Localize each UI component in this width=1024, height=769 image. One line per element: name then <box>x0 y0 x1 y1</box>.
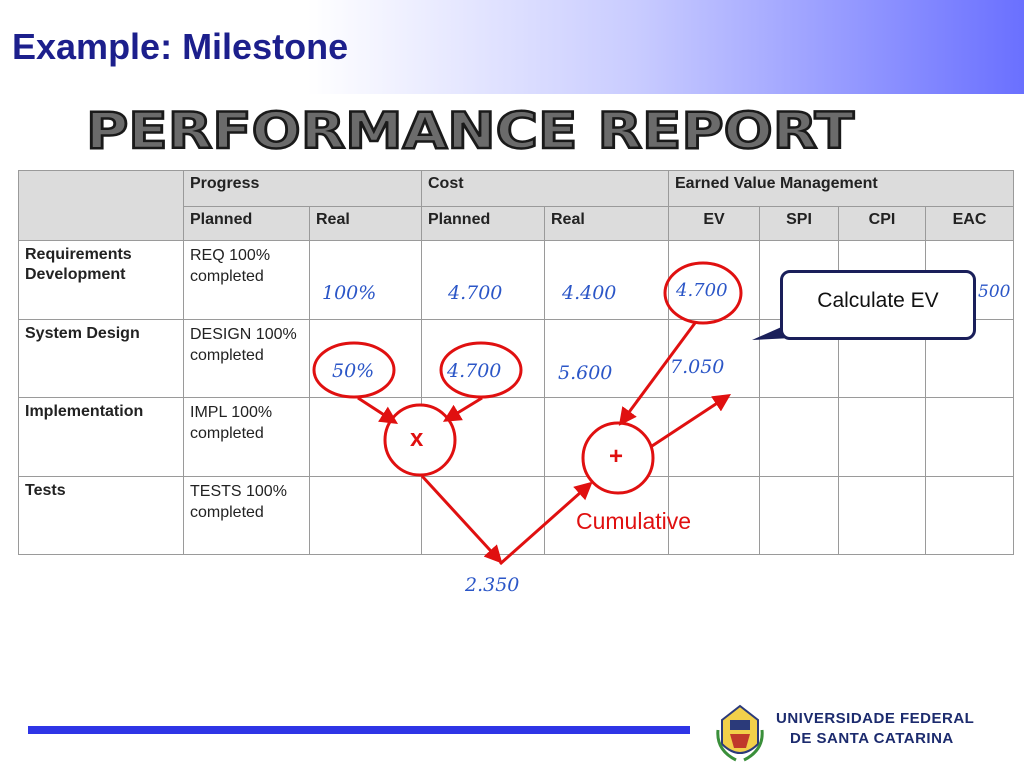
subheader-cost-planned: Planned <box>421 206 545 241</box>
subheader-progress-real: Real <box>309 206 422 241</box>
handwritten-design-cost-planned: 4.700 <box>447 360 502 382</box>
handwritten-req-eac: 500 <box>978 282 1011 302</box>
handwritten-design-ev: 7.050 <box>670 356 725 378</box>
handwritten-req-cost-real: 4.400 <box>562 282 617 304</box>
subheader-spi: SPI <box>759 206 839 241</box>
header-progress: Progress <box>183 170 422 207</box>
university-crest-icon <box>716 704 764 762</box>
multiply-operator: x <box>410 425 424 452</box>
performance-report-banner: PERFORMANCE REPORT <box>82 101 858 162</box>
row-planned: TESTS 100% completed <box>183 476 310 555</box>
callout-box: Calculate EV <box>780 270 976 340</box>
logo-line1: UNIVERSIDADE FEDERAL <box>776 710 975 727</box>
add-operator: + <box>609 443 624 470</box>
row-planned: IMPL 100% completed <box>183 397 310 477</box>
table-row: Implementation IMPL 100% completed <box>18 397 1014 477</box>
table-row: Tests TESTS 100% completed <box>18 476 1014 555</box>
header-cost: Cost <box>421 170 669 207</box>
cumulative-label: Cumulative <box>576 508 692 534</box>
handwritten-req-cost-planned: 4.700 <box>448 282 503 304</box>
subheader-ev: EV <box>668 206 760 241</box>
row-planned: REQ 100% completed <box>183 240 310 320</box>
handwritten-design-real: 50% <box>332 360 375 382</box>
subheader-cost-real: Real <box>544 206 669 241</box>
subheader-progress-planned: Planned <box>183 206 310 241</box>
banner-text: PERFORMANCE REPORT <box>86 104 854 156</box>
handwritten-design-cost-real: 5.600 <box>558 362 613 384</box>
row-label: Tests <box>18 476 184 555</box>
handwritten-req-real: 100% <box>322 282 377 304</box>
subheader-eac: EAC <box>925 206 1014 241</box>
callout-text: Calculate EV <box>817 289 939 312</box>
corner-header <box>18 170 184 241</box>
handwritten-result: 2.350 <box>465 574 520 596</box>
subheader-cpi: CPI <box>838 206 926 241</box>
row-label: Implementation <box>18 397 184 477</box>
university-logo: UNIVERSIDADE FEDERAL DE SANTA CATARINA <box>716 700 1016 764</box>
logo-line2: DE SANTA CATARINA <box>790 730 954 747</box>
handwritten-req-ev: 4.700 <box>676 280 728 301</box>
row-planned: DESIGN 100% completed <box>183 319 310 398</box>
row-label: System Design <box>18 319 184 398</box>
row-label: Requirements Development <box>18 240 184 320</box>
performance-table: Progress Cost Earned Value Management Pl… <box>18 170 1014 555</box>
header-evm: Earned Value Management <box>668 170 1014 207</box>
footer-line <box>28 726 690 734</box>
header-gradient-bar <box>0 0 1024 94</box>
slide-title: Example: Milestone <box>12 26 349 67</box>
